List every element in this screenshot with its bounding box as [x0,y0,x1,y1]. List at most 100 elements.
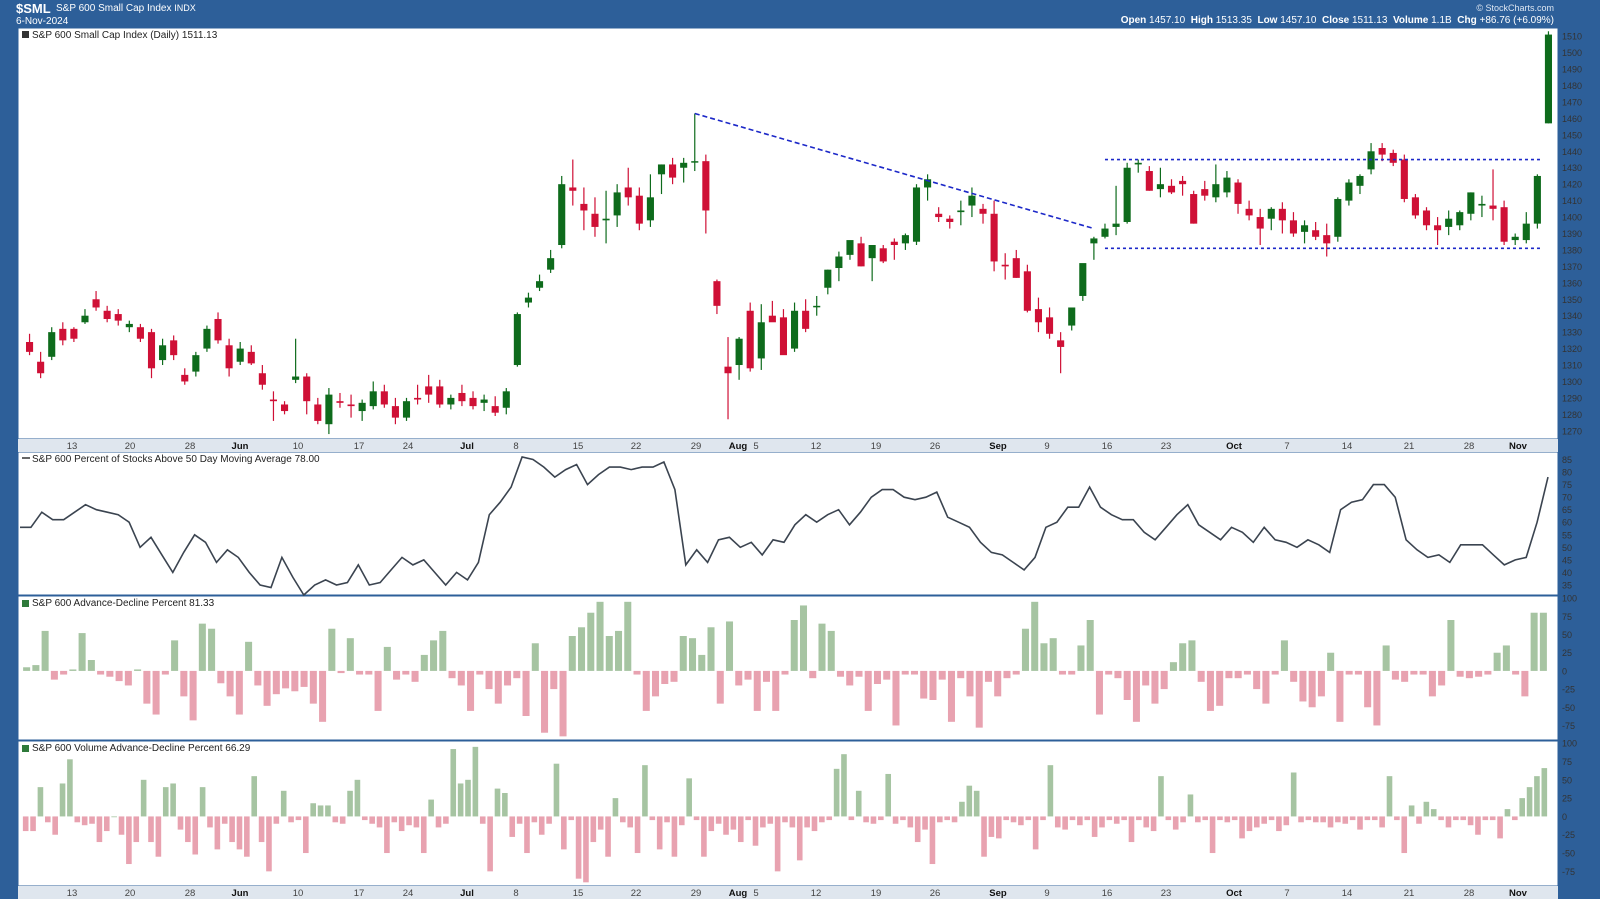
ad-percent-bar [994,670,1002,697]
volume-ad-bar [266,816,272,872]
pct-tick-label: 45 [1562,555,1572,565]
price-tick-label: 1300 [1562,377,1582,387]
upper-x-tick-label: Nov [1509,441,1528,452]
upper-x-tick-label: 28 [1464,441,1475,452]
candle-body [59,328,67,341]
volume-ad-bar [1401,816,1408,854]
candle-body [1245,208,1253,216]
volume-ad-bar [1069,816,1076,821]
ad-percent-bar [901,670,909,675]
panel-background-4 [17,740,1559,887]
candle-body [425,386,433,395]
upper-x-tick-label: 9 [1044,441,1049,452]
candle-body [1378,148,1386,155]
ad-percent-bar [180,670,188,697]
volume-ad-bar [973,790,980,817]
candle-body [946,218,954,222]
candle-body [669,164,677,178]
volume-ad-bar [966,785,973,817]
candle-body [757,322,765,359]
lower-x-tick-label: Jul [460,888,474,899]
volume-ad-bar [620,816,626,823]
ad-percent-bar [1410,670,1418,675]
volume-ad-bar [45,816,51,823]
volume-ad-bar [59,783,66,817]
volume-ad-bar [406,816,412,826]
candle-body [1179,180,1187,185]
vol-ad-tick-label: 75 [1562,757,1572,767]
candle-body [846,240,854,255]
volume-ad-bar [1467,816,1474,826]
ad-percent-bar [115,670,123,682]
volume-ad-bar [863,816,869,823]
candle-body [924,179,932,188]
bar-legend-icon [22,745,29,752]
ad-percent-bar [124,670,132,686]
ad-percent-bar [957,670,965,679]
candle-body [1544,34,1553,124]
price-x-axis: 13 20 28 Jun 10 17 24 Jul 8 15 22 29 Aug 5 12 19 26 Sep 9 1… [18,439,1558,452]
ad-percent-bar [494,670,502,704]
volume-ad-bar [472,746,479,817]
volume-ad-bar [214,816,221,850]
candle-body [1212,184,1220,198]
ad-percent-bar [550,670,558,690]
ad-tick-label: -75 [1562,721,1575,731]
ad-percent-bar [1068,670,1076,675]
ad-percent-bar [1225,670,1233,679]
volume-ad-bar [310,803,316,817]
volume-ad-bar [723,816,729,835]
candle-body [491,406,499,413]
lower-x-tick-label: 20 [125,888,136,899]
volume-ad-bar [1268,816,1275,821]
candle-body [170,340,178,356]
ad-percent-bar [467,670,475,711]
candle-body [147,332,156,369]
volume-ad-bar [443,816,449,824]
volume-ad-bar [1003,816,1009,821]
upper-x-tick-label: Aug [729,441,748,452]
ad-percent-bar [624,601,632,671]
candle-body [580,203,588,211]
vol-ad-tick-label: -50 [1562,849,1575,859]
ad-percent-bar [1114,670,1122,679]
volume-ad-bar [37,787,44,817]
volume-ad-bar [1187,794,1194,817]
vol-ad-tick-label: 25 [1562,794,1572,804]
candle-body [1323,235,1331,244]
volume-ad-bar [951,816,958,823]
volume-ad-bar [347,790,353,817]
volume-ad-bar [678,816,685,826]
candle-body [768,315,776,323]
candle-body [214,318,222,341]
candle-body [269,399,278,402]
volume-ad-bar [907,816,914,828]
candle-body [1389,152,1397,163]
candle-body [1289,220,1298,234]
volume-ad-bar [1254,816,1260,828]
upper-x-tick-label: 19 [871,441,882,452]
pct-tick-label: 35 [1562,580,1572,590]
ad-percent-bar [1484,670,1492,675]
pct-tick-label: 60 [1562,518,1572,528]
ad-percent-bar [698,654,706,671]
upper-x-tick-label: 22 [631,441,642,452]
volume-ad-bar [1438,816,1444,821]
volume-ad-bar [509,816,516,837]
candle-body [159,345,167,361]
price-tick-label: 1470 [1562,97,1582,107]
ad-percent-bar [1086,620,1094,671]
ad-percent-bar [245,641,253,671]
ad-percent-bar [1308,670,1316,708]
ad-percent-bar [809,670,817,679]
vol-ad-tick-label: 100 [1562,739,1577,749]
volume-ad-bar [1025,816,1032,821]
candle-body [879,248,887,262]
ticker-symbol[interactable]: $SML [16,1,51,16]
candle-body [1045,317,1054,334]
volume-ad-bar [317,805,324,817]
volume-ad-bar [1276,816,1282,832]
volume-value: 1.1B [1431,15,1452,26]
ad-percent-bar [1123,670,1131,700]
vol-ad-tick-label: 50 [1562,775,1572,785]
